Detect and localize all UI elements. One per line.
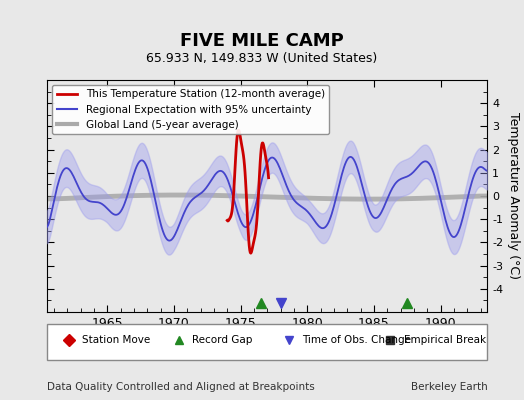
Text: Empirical Break: Empirical Break <box>403 335 486 345</box>
Text: Berkeley Earth: Berkeley Earth <box>411 382 487 392</box>
Y-axis label: Temperature Anomaly (°C): Temperature Anomaly (°C) <box>507 112 520 280</box>
Text: Station Move: Station Move <box>82 335 150 345</box>
Text: 65.933 N, 149.833 W (United States): 65.933 N, 149.833 W (United States) <box>146 52 378 65</box>
FancyBboxPatch shape <box>47 324 487 360</box>
Legend: This Temperature Station (12-month average), Regional Expectation with 95% uncer: This Temperature Station (12-month avera… <box>52 85 329 134</box>
Text: Data Quality Controlled and Aligned at Breakpoints: Data Quality Controlled and Aligned at B… <box>47 382 315 392</box>
Text: Record Gap: Record Gap <box>192 335 253 345</box>
Text: FIVE MILE CAMP: FIVE MILE CAMP <box>180 32 344 50</box>
Text: Time of Obs. Change: Time of Obs. Change <box>302 335 411 345</box>
